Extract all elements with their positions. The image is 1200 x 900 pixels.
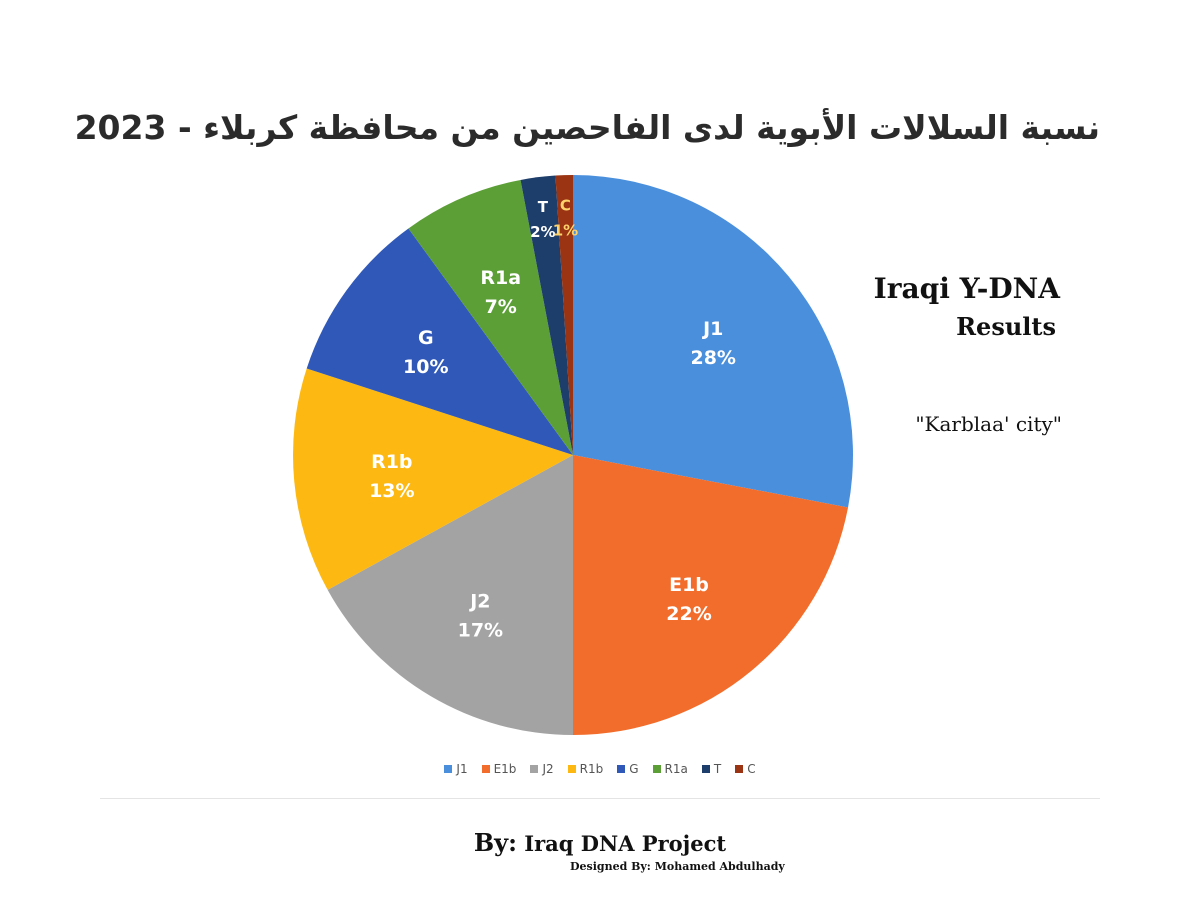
legend-label-g: G [629,762,639,776]
legend-item-r1b: R1b [567,762,604,776]
side-city-label: "Karblaa' city" [915,412,1062,436]
legend-item-j2: J2 [530,762,554,776]
legend-label-r1a: R1a [664,762,688,776]
slice-label-name-t: T [538,198,549,216]
designer-credit: Designed By: Mohamed Abdulhady [570,860,785,873]
slice-label-name-c: C [560,196,571,214]
legend-swatch-g [617,765,626,773]
pie-slice-r1b [292,368,573,590]
slice-label-value-c: 1% [553,221,578,239]
legend-item-e1b: E1b [481,762,517,776]
legend-item-t: T [701,762,722,776]
legend-item-j1: J1 [444,762,468,776]
slice-label-name-r1a: R1a [480,267,521,289]
pie-slice-t [520,175,573,455]
pie-slice-r1a [408,179,573,455]
slice-label-value-j2: 17% [458,620,503,642]
slice-label-name-r1b: R1b [371,451,412,473]
legend-label-t: T [713,762,722,776]
side-heading-line2: Results [956,312,1056,341]
pie-slice-j1 [573,175,853,508]
legend-label-r1b: R1b [579,762,604,776]
legend-swatch-r1a [652,765,661,773]
slice-label-value-j1: 28% [690,347,735,369]
slice-label-value-t: 2% [530,223,555,241]
legend-label-c: C [747,762,756,776]
side-heading-line1: Iraqi Y-DNA [873,272,1060,305]
chart-title: نسبة السلالات الأبوية لدى الفاحصين من مح… [74,108,1100,147]
credit-by-label: By: [473,828,517,857]
divider [100,798,1100,799]
slice-label-value-e1b: 22% [666,603,711,625]
legend-label-j1: J1 [456,762,468,776]
legend-label-j2: J2 [542,762,554,776]
legend-swatch-t [701,765,710,773]
legend-swatch-r1b [567,765,576,773]
credit-line: By: Iraq DNA Project [0,828,1200,857]
credit-project-name: Iraq DNA Project [524,831,727,856]
legend-item-r1a: R1a [652,762,688,776]
slice-label-name-g: G [418,327,434,349]
slice-label-value-r1b: 13% [369,480,414,502]
legend-item-c: C [735,762,756,776]
pie-slice-e1b [573,455,849,735]
pie-slice-c [555,175,573,455]
slice-label-name-j2: J2 [468,591,490,613]
legend-label-e1b: E1b [493,762,517,776]
legend-swatch-c [735,765,744,773]
pie-slice-j2 [327,455,573,735]
pie-slice-g [306,228,573,455]
pie-slices [292,175,853,735]
legend-swatch-j1 [444,765,453,773]
slice-label-value-g: 10% [403,356,448,378]
slice-label-name-j1: J1 [701,318,723,340]
slice-label-name-e1b: E1b [669,574,709,596]
slice-label-value-r1a: 7% [485,296,517,318]
chart-legend: J1 E1b J2 R1b G R1a T C [0,762,1200,776]
pie-slice-labels: J1 28% E1b 22% J2 17% R1b 13% G 10% R1a 7% T 2% C 1% [369,196,736,641]
legend-swatch-j2 [530,765,539,773]
legend-item-g: G [617,762,639,776]
legend-swatch-e1b [481,765,490,773]
